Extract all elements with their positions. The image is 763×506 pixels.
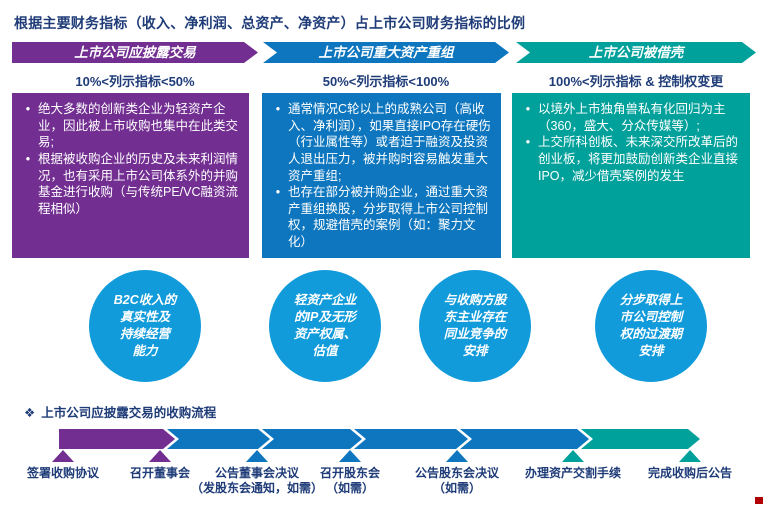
info-box-restructuring: • 通常情况C轮以上的成熟公司（高收入、净利润），如果直接IPO存在硬伤（行业属… [262, 93, 501, 258]
info-box-backdoor: • 以境外上市独角兽私有化回归为主（360，盛大、分众传媒等）; • 上交所科创… [512, 93, 750, 258]
bullet-dot: • [525, 135, 531, 150]
bullet-item: • 根据被收购企业的历史及未来利润情况，也有采用上市公司体系外的并购基金进行收购… [18, 151, 241, 218]
bullet-item: • 以境外上市独角兽私有化回归为主（360，盛大、分众传媒等）; [518, 101, 742, 134]
bullet-dot: • [275, 185, 281, 200]
diamond-bullet-icon: ❖ [24, 406, 36, 420]
circle-text: B2C收入的 真实性及 持续经营 能力 [113, 293, 177, 358]
circle-ip-valuation: 轻资产企业 的IP及无形 资产权属、 估值 [269, 270, 381, 382]
red-corner-mark [755, 497, 763, 504]
circle-competition-arrangement: 与收购方股 东主业存在 同业竞争的 安排 [419, 270, 531, 382]
bullet-dot: • [525, 102, 531, 116]
step-label-asset-delivery: 办理资产交割手续 [524, 466, 621, 480]
process-heading: ❖ 上市公司应披露交易的收购流程 [24, 402, 216, 421]
step-label-sign-agreement: 签署收购协议 [26, 466, 99, 480]
banner-backdoor-listing: 上市公司被借壳 [516, 42, 756, 63]
milestone-marker-icon [679, 450, 701, 462]
flow-segment-3 [262, 429, 362, 449]
milestone-marker-icon [246, 450, 268, 462]
bullet-item: • 通常情况C轮以上的成熟公司（高收入、净利润），如果直接IPO存在硬伤（行业属… [268, 101, 493, 184]
bullet-text: 也存在部分被并购企业，通过重大资产重组换股，分步取得上市公司控制权，规避借壳的案… [288, 185, 489, 249]
milestone-marker-icon [149, 450, 171, 462]
milestone-marker-icon [52, 450, 74, 462]
circle-text: 与收购方股 东主业存在 同业竞争的 安排 [443, 293, 507, 358]
bullet-item: • 绝大多数的创新类企业为轻资产企业，因此被上市收购也集中在此类交易; [18, 101, 241, 151]
step-label-completion-announcement: 完成收购后公告 [647, 466, 732, 480]
bullet-dot: • [275, 102, 281, 116]
step-label-board-meeting: 召开董事会 [129, 466, 190, 480]
flow-segment-2 [167, 429, 270, 449]
step-label-announce-board-resolution: 公告董事会决议 （发股东会通知，如需） [190, 466, 323, 495]
banner-label: 上市公司被借壳 [588, 45, 684, 60]
page-title: 根据主要财务指标（收入、净利润、总资产、净资产）占上市公司财务指标的比例 [14, 15, 526, 31]
flow-segment-1 [59, 429, 175, 449]
circle-b2c-revenue: B2C收入的 真实性及 持续经营 能力 [89, 270, 201, 382]
step-label-shareholder-meeting: 召开股东会 （如需） [319, 466, 380, 495]
bullet-text: 绝大多数的创新类企业为轻资产企业，因此被上市收购也集中在此类交易; [38, 102, 239, 150]
step-label-announce-shareholder-resolution: 公告股东会决议 （如需） [414, 466, 499, 495]
process-heading-text: 上市公司应披露交易的收购流程 [41, 406, 217, 420]
info-box-disclosable: • 绝大多数的创新类企业为轻资产企业，因此被上市收购也集中在此类交易; • 根据… [12, 93, 249, 258]
banner-major-asset-restructuring: 上市公司重大资产重组 [263, 42, 509, 63]
range-label-1: 10%<列示指标<50% [75, 74, 195, 89]
bullet-text: 根据被收购企业的历史及未来利润情况，也有采用上市公司体系外的并购基金进行收购（与… [38, 151, 239, 216]
milestone-marker-icon [446, 450, 468, 462]
range-label-3: 100%<列示指标 & 控制权变更 [548, 74, 724, 89]
bullet-text: 上交所科创板、未来深交所改革后的创业板，将更加鼓励创新类企业直接IPO，减少借壳… [538, 135, 739, 183]
banner-label: 上市公司应披露交易 [74, 45, 196, 60]
flow-segment-5 [460, 429, 589, 449]
bullet-dot: • [25, 102, 31, 116]
milestone-marker-icon [339, 450, 361, 462]
circle-text: 轻资产企业 的IP及无形 资产权属、 估值 [293, 293, 357, 358]
circle-control-transition: 分步取得上 市公司控制 权的过渡期 安排 [595, 270, 707, 382]
bullet-text: 以境外上市独角兽私有化回归为主（360，盛大、分众传媒等）; [538, 102, 726, 133]
bullet-text: 通常情况C轮以上的成熟公司（高收入、净利润），如果直接IPO存在硬伤（行业属性等… [288, 102, 491, 183]
banner-label: 上市公司重大资产重组 [318, 45, 454, 60]
bullet-item: • 上交所科创板、未来深交所改革后的创业板，将更加鼓励创新类企业直接IPO，减少… [518, 134, 742, 184]
bullet-item: • 也存在部分被并购企业，通过重大资产重组换股，分步取得上市公司控制权，规避借壳… [268, 184, 493, 251]
range-label-2: 50%<列示指标<100% [322, 74, 450, 89]
flow-segment-6 [581, 429, 700, 449]
flow-segment-4 [354, 429, 468, 449]
circle-text: 分步取得上 市公司控制 权的过渡期 安排 [619, 293, 683, 358]
milestone-marker-icon [562, 450, 584, 462]
bullet-dot: • [25, 151, 31, 166]
banner-disclosable-transaction: 上市公司应披露交易 [12, 42, 258, 63]
